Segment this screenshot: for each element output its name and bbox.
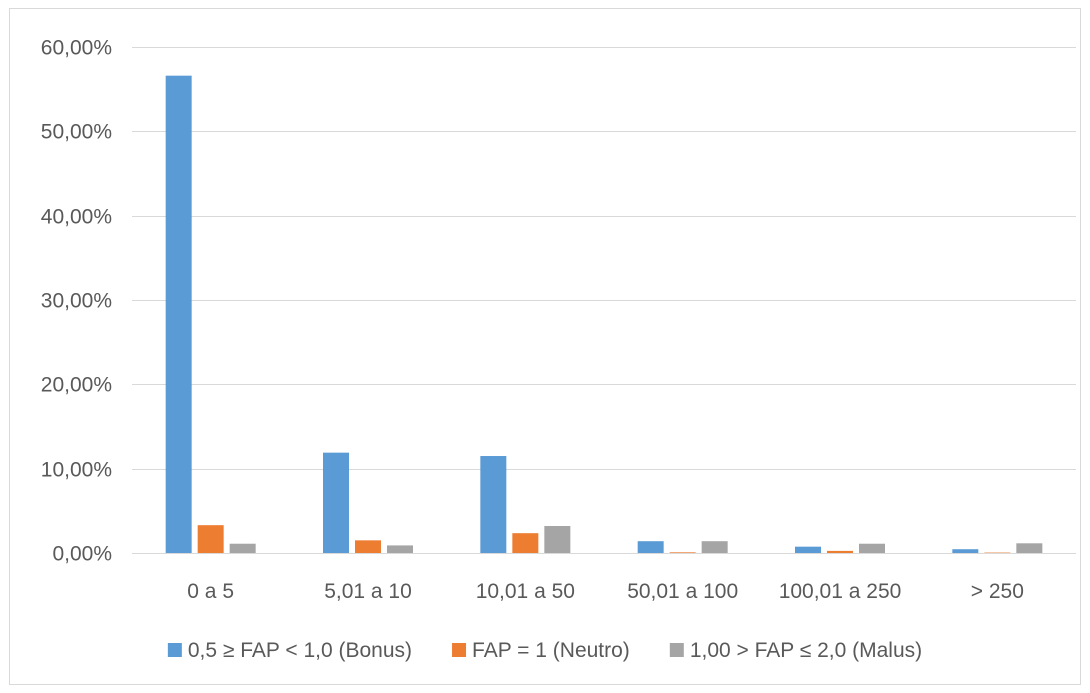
bar [952, 549, 979, 553]
y-axis-ticks: 0,00% 10,00% 20,00% 30,00% 40,00% 50,00% 60,00… [41, 37, 112, 566]
bar [859, 543, 885, 553]
legend-swatch [167, 643, 182, 657]
bar [669, 552, 696, 553]
bar [480, 456, 507, 553]
bar [1016, 543, 1043, 553]
legend-swatch [452, 643, 467, 657]
legend-swatch [669, 643, 684, 657]
legend-label: 1,00 > FAP ≤ 2,0 (Malus) [690, 639, 922, 662]
bar [701, 541, 728, 553]
y-tick-label: 10,00% [41, 459, 112, 482]
bars [165, 75, 1043, 553]
y-tick-label: 20,00% [41, 374, 112, 397]
bar [544, 526, 571, 553]
gridlines [132, 47, 1076, 470]
legend-label: FAP = 1 (Neutro) [472, 639, 630, 662]
x-tick-label: 0 a 5 [187, 580, 234, 603]
legend: 0,5 ≥ FAP < 1,0 (Bonus) FAP = 1 (Neutro) 1… [167, 639, 922, 662]
y-tick-label: 30,00% [41, 290, 112, 313]
x-tick-label: > 250 [971, 580, 1024, 603]
x-tick-label: 5,01 a 10 [324, 580, 412, 603]
y-tick-label: 40,00% [41, 206, 112, 229]
legend-label: 0,5 ≥ FAP < 1,0 (Bonus) [188, 639, 412, 662]
bar [387, 545, 413, 553]
bar [323, 452, 349, 553]
x-tick-label: 100,01 a 250 [779, 580, 902, 603]
bar [795, 546, 821, 553]
bar [165, 75, 192, 553]
bar [827, 550, 853, 553]
y-tick-label: 50,00% [41, 121, 112, 144]
x-tick-label: 50,01 a 100 [627, 580, 738, 603]
bar [512, 533, 539, 553]
x-axis-ticks: 0 a 5 5,01 a 10 10,01 a 50 50,01 a 100 100,0… [187, 580, 1024, 603]
bar [355, 540, 381, 553]
y-tick-label: 60,00% [41, 37, 112, 60]
y-tick-label: 0,00% [52, 543, 112, 566]
bar [197, 525, 224, 553]
bar [229, 543, 256, 553]
x-tick-label: 10,01 a 50 [476, 580, 575, 603]
bar [637, 541, 664, 553]
